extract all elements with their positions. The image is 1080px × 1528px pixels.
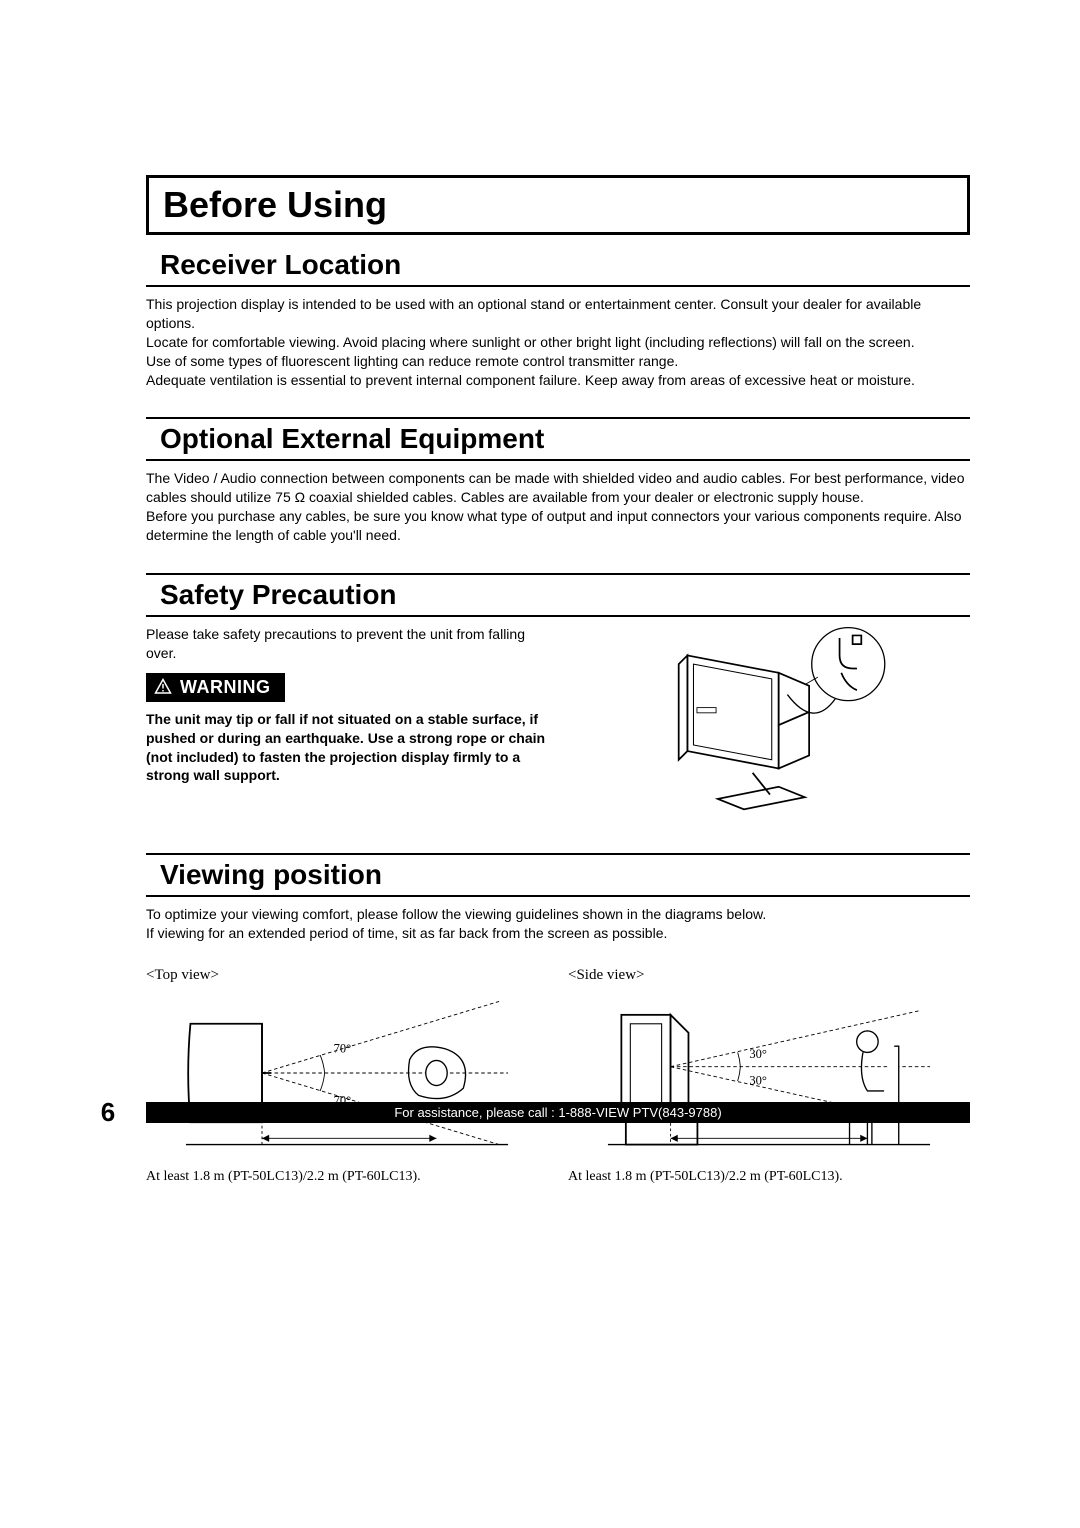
section-external-equipment: Optional External Equipment The Video / … [146,417,970,545]
warning-badge: WARNING [146,673,285,702]
receiver-p4: Adequate ventilation is essential to pre… [146,371,970,390]
warning-triangle-icon [154,678,172,696]
viewing-p2: If viewing for an extended period of tim… [146,924,970,943]
receiver-p2: Locate for comfortable viewing. Avoid pl… [146,333,970,352]
body-viewing: To optimize your viewing comfort, please… [146,905,970,943]
rule-top-safety [146,573,970,575]
page-number: 6 [0,1097,146,1128]
diagram-top-col: <Top view> 70° 70° [146,967,548,1185]
diagram-top-title: <Top view> [146,967,548,984]
heading-receiver: Receiver Location [146,249,970,287]
receiver-p1: This projection display is intended to b… [146,295,970,333]
footer-assistance-bar: For assistance, please call : 1-888-VIEW… [146,1102,970,1123]
viewing-p1: To optimize your viewing comfort, please… [146,905,970,924]
tv-tether-illustration [620,625,920,825]
diagrams-row: <Top view> 70° 70° [146,967,970,1185]
receiver-p3: Use of some types of fluorescent lightin… [146,352,970,371]
page-title-box: Before Using [146,175,970,235]
safety-intro: Please take safety precautions to preven… [146,625,546,663]
body-equipment: The Video / Audio connection between com… [146,469,970,545]
warning-text: The unit may tip or fall if not situated… [146,710,546,786]
page-footer: 6 For assistance, please call : 1-888-VI… [0,1097,1080,1128]
rule-top-viewing [146,853,970,855]
diagram-top-caption: At least 1.8 m (PT-50LC13)/2.2 m (PT-60L… [146,1169,548,1185]
sideview-angle-upper: 30° [749,1047,767,1061]
equipment-p1: The Video / Audio connection between com… [146,469,970,507]
safety-columns: Please take safety precautions to preven… [146,625,970,825]
page-title: Before Using [163,184,953,226]
section-safety: Safety Precaution Please take safety pre… [146,573,970,825]
section-viewing: Viewing position To optimize your viewin… [146,853,970,1185]
warning-label: WARNING [180,677,271,698]
topview-angle-upper: 70° [334,1041,352,1055]
rule-top-equipment [146,417,970,419]
body-receiver: This projection display is intended to b… [146,295,970,389]
section-receiver-location: Receiver Location This projection displa… [146,249,970,389]
diagram-side-col: <Side view> 30° 30° [568,967,970,1185]
diagram-side-title: <Side view> [568,967,970,984]
heading-equipment: Optional External Equipment [146,423,970,461]
equipment-p2: Before you purchase any cables, be sure … [146,507,970,545]
diagram-top-view: 70° 70° [146,988,548,1158]
safety-right-col [570,625,970,825]
safety-left-col: Please take safety precautions to preven… [146,625,546,825]
heading-viewing: Viewing position [146,859,970,897]
heading-safety: Safety Precaution [146,579,970,617]
diagram-side-caption: At least 1.8 m (PT-50LC13)/2.2 m (PT-60L… [568,1169,970,1185]
diagram-side-view: 30° 30° [568,988,970,1158]
sideview-angle-lower: 30° [749,1073,767,1087]
